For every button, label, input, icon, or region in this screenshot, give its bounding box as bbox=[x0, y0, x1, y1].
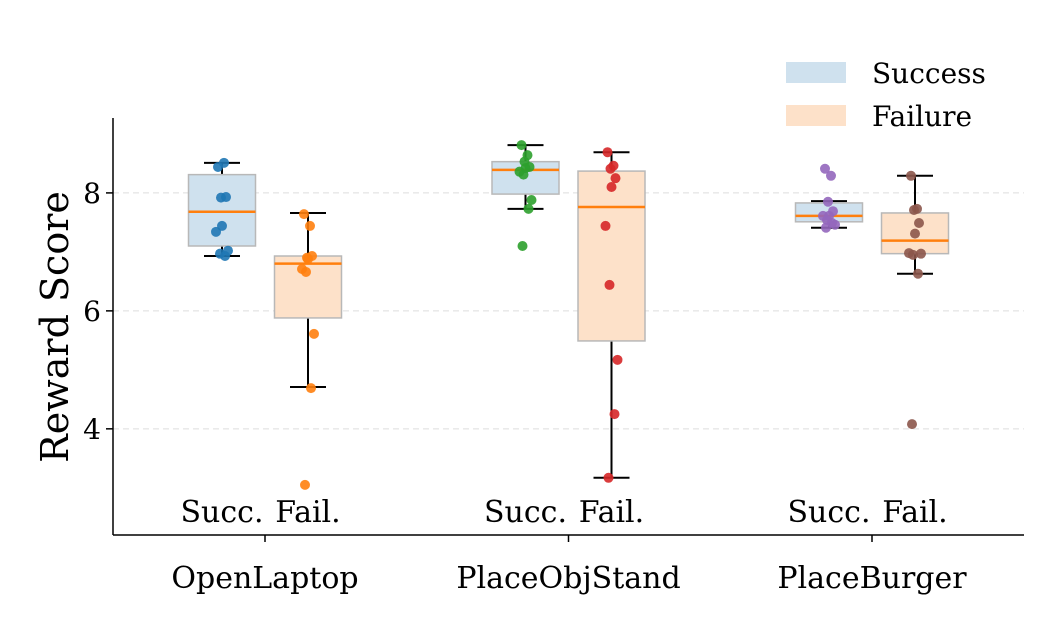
failure-point bbox=[913, 268, 923, 279]
failure-point bbox=[916, 248, 926, 259]
success-point bbox=[821, 222, 831, 233]
y-axis-label: Reward Score bbox=[33, 191, 77, 463]
x-tick-label: OpenLaptop bbox=[171, 561, 358, 596]
failure-sublabel: Fail. bbox=[882, 495, 947, 530]
failure-point bbox=[600, 220, 611, 231]
failure-point bbox=[914, 217, 924, 228]
success-point bbox=[823, 196, 833, 207]
legend-swatch-success bbox=[786, 62, 846, 83]
failure-box bbox=[577, 170, 646, 342]
failure-point bbox=[299, 209, 309, 220]
failure-point bbox=[610, 173, 621, 184]
failure-point bbox=[305, 220, 315, 231]
success-box bbox=[187, 173, 257, 247]
failure-point bbox=[910, 228, 920, 239]
failure-point bbox=[612, 354, 623, 365]
success-sublabel: Succ. bbox=[787, 495, 870, 530]
failure-point bbox=[906, 170, 916, 181]
failure-point bbox=[309, 328, 319, 339]
failure-sublabel: Fail. bbox=[275, 495, 340, 530]
legend: Success Failure bbox=[786, 57, 986, 133]
failure-point bbox=[300, 479, 310, 490]
success-sublabel: Succ. bbox=[180, 495, 263, 530]
failure-point bbox=[907, 419, 917, 430]
failure-point bbox=[609, 409, 620, 420]
failure-point bbox=[303, 253, 313, 264]
success-point bbox=[211, 226, 221, 237]
success-point bbox=[518, 169, 529, 180]
y-tick-label: 8 bbox=[83, 177, 101, 210]
failure-point bbox=[306, 383, 316, 394]
failure-point bbox=[909, 205, 919, 216]
success-point bbox=[523, 203, 534, 214]
success-point bbox=[526, 194, 537, 205]
success-point bbox=[820, 163, 830, 174]
failure-sublabel: Fail. bbox=[579, 495, 644, 530]
x-tick-label: PlaceBurger bbox=[777, 561, 967, 596]
legend-label-failure: Failure bbox=[872, 100, 972, 133]
failure-point bbox=[908, 249, 918, 260]
y-tick-label: 4 bbox=[83, 413, 101, 446]
box-plots bbox=[187, 144, 950, 479]
success-point bbox=[220, 251, 230, 262]
legend-swatch-failure bbox=[786, 105, 846, 126]
failure-point bbox=[606, 182, 617, 193]
success-point bbox=[516, 140, 527, 151]
y-ticks: 4 6 8 bbox=[83, 177, 113, 446]
x-tick-label: PlaceObjStand bbox=[456, 561, 680, 596]
data-points bbox=[211, 140, 926, 490]
success-point bbox=[517, 240, 528, 251]
x-ticks: OpenLaptop Succ. Fail. PlaceObjStand Succ. Fa… bbox=[171, 495, 967, 596]
grid-lines bbox=[113, 192, 1024, 430]
failure-point bbox=[604, 279, 615, 290]
success-point bbox=[219, 157, 229, 168]
success-point bbox=[221, 192, 231, 203]
legend-label-success: Success bbox=[872, 57, 986, 90]
failure-point bbox=[602, 147, 613, 158]
success-sublabel: Succ. bbox=[484, 495, 567, 530]
success-point bbox=[826, 170, 836, 181]
failure-box bbox=[273, 255, 343, 319]
y-tick-label: 6 bbox=[83, 295, 101, 328]
failure-point bbox=[301, 266, 311, 277]
failure-point bbox=[605, 163, 616, 174]
failure-point bbox=[603, 472, 614, 483]
